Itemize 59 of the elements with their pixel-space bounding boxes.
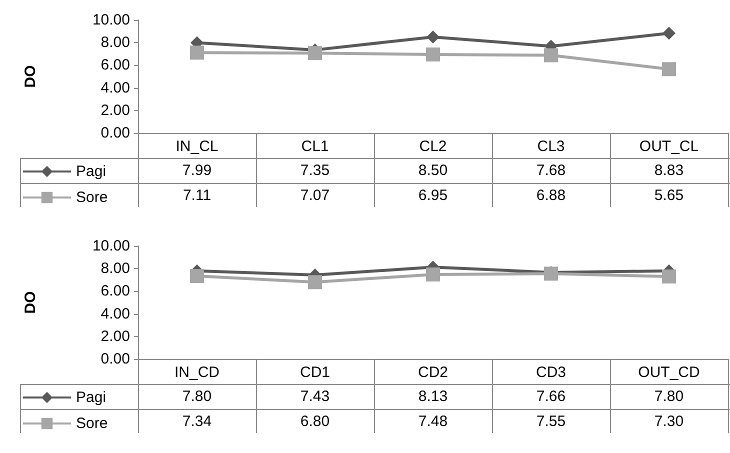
x-tick-label: CL3 [537,138,565,155]
data-label: 7.35 [300,162,330,179]
y-tick-label: 6.00 [100,282,130,300]
y-tick-label: 4.00 [100,305,130,322]
y-tick-label: 0.00 [100,124,130,142]
y-tick-label: 0.00 [100,350,130,368]
data-label: 7.68 [536,162,566,179]
y-tick-label: 10.00 [92,238,130,254]
y-tick-label: 6.00 [100,56,130,74]
y-tick-label: 2.00 [100,328,130,345]
data-label: 7.30 [654,413,684,430]
data-label: 8.50 [418,162,448,179]
y-tick-label: 10.00 [92,12,130,28]
x-tick-label: OUT_CL [639,138,699,155]
point [544,48,558,62]
data-label: 7.48 [418,413,448,430]
point [190,46,204,60]
x-tick-label: CD2 [418,364,448,381]
data-label: 7.66 [536,388,566,405]
legend-label: Pagi [76,389,106,406]
data-label: 6.80 [300,413,330,430]
x-tick-label: OUT_CD [638,364,700,381]
y-axis-title: DO [22,64,39,88]
data-label: 7.43 [300,388,330,405]
point [662,26,676,40]
data-label: 7.80 [182,388,212,405]
data-label: 8.83 [654,162,684,179]
y-tick-label: 8.00 [100,34,130,52]
data-label: 6.88 [536,187,566,204]
point [308,275,322,290]
x-tick-label: CD3 [536,364,566,381]
data-label: 7.07 [300,187,330,204]
data-label: 7.34 [182,413,212,430]
y-tick-label: 8.00 [100,260,130,278]
data-label: 8.13 [418,388,448,405]
legend-label: Sore [76,415,108,432]
point [662,62,676,76]
point [308,46,322,60]
x-tick-label: IN_CL [176,138,218,155]
y-axis-title: DO [22,290,39,314]
point [426,267,440,282]
legend-label: Sore [76,189,108,206]
point [190,269,204,284]
point [426,30,440,44]
y-tick-label: 2.00 [100,102,130,119]
y-tick-label: 4.00 [100,79,130,96]
point [426,47,440,62]
legend-label: Pagi [76,163,106,180]
x-tick-label: CL1 [301,138,329,155]
data-label: 7.80 [654,388,684,405]
data-label: 7.55 [536,413,566,430]
data-label: 7.11 [182,187,212,204]
x-tick-label: IN_CD [174,364,220,381]
data-label: 7.99 [182,162,212,179]
data-label: 6.95 [418,187,448,204]
data-label: 5.65 [654,187,684,204]
x-tick-label: CD1 [300,364,330,381]
x-tick-label: CL2 [419,138,447,155]
point [662,270,676,284]
